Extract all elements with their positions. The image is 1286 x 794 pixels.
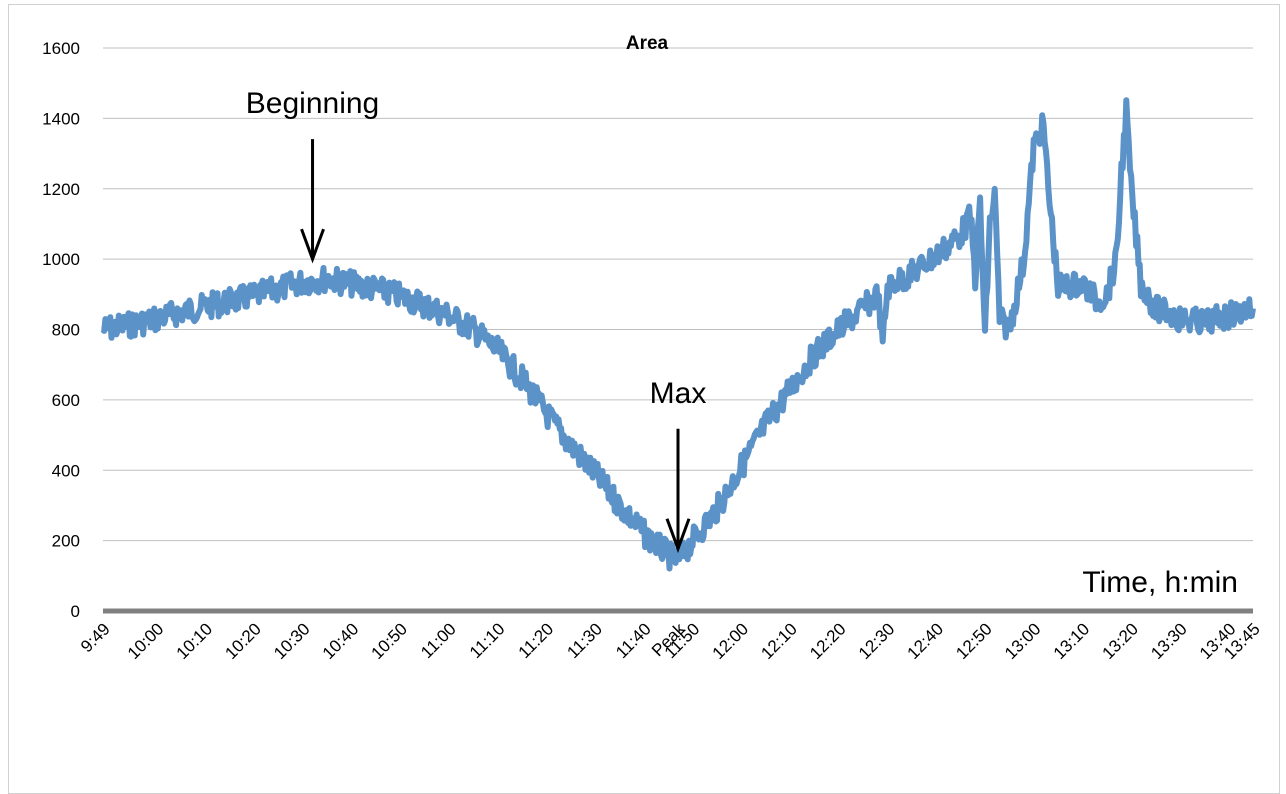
y-tick-label: 800 [52, 321, 80, 340]
annotations: Beginning Max [246, 87, 707, 554]
x-tick-label: 12:00 [709, 619, 753, 663]
x-tick-label: 10:40 [319, 619, 363, 663]
series-line [100, 97, 1256, 572]
x-tick-label: 11:00 [417, 619, 460, 662]
x-tick-label: 12:10 [757, 619, 801, 663]
y-tick-label: 200 [52, 532, 80, 551]
x-tick-label: 11:10 [466, 619, 509, 662]
x-axis-ticks: 9:49 10:00 10:10 10:20 10:30 10:40 10:50 11:00 1… [77, 619, 1264, 663]
annotation-arrowhead [665, 518, 691, 554]
x-tick-label: 10:20 [221, 619, 265, 663]
series-layer [100, 97, 1256, 572]
x-axis-label: Time, h:min [1082, 566, 1238, 599]
grid-lines [103, 47, 1253, 614]
x-tick-label: 9:49 [77, 619, 114, 656]
y-tick-label: 1200 [42, 180, 80, 199]
y-tick-label: 1600 [42, 39, 80, 58]
x-tick-label: 10:30 [270, 619, 314, 663]
x-tick-label: 12:30 [855, 619, 899, 663]
y-axis-ticks: 0 200 400 600 800 1000 1200 1400 1600 [42, 39, 80, 621]
x-tick-label: 13:20 [1098, 619, 1142, 663]
x-tick-label: 11:20 [515, 619, 558, 662]
chart-title: Area [626, 33, 669, 54]
y-tick-label: 400 [52, 461, 80, 480]
x-tick-label: 12:40 [904, 619, 948, 663]
x-tick-label: 12:50 [952, 619, 996, 663]
annotation-label: Beginning [246, 87, 379, 120]
x-tick-label: 10:50 [368, 619, 412, 663]
y-tick-label: 1000 [42, 250, 80, 269]
annotation-arrowhead [300, 228, 325, 264]
x-tick-label: 10:10 [173, 619, 217, 663]
x-tick-label: 13:30 [1147, 619, 1191, 663]
y-tick-label: 600 [52, 391, 80, 410]
x-tick-label: 11:30 [563, 619, 606, 662]
annotation-label: Max [650, 377, 707, 410]
y-tick-label: 0 [71, 602, 80, 621]
y-tick-label: 1400 [42, 109, 80, 128]
x-tick-label: 10:00 [124, 619, 168, 663]
x-tick-label: 11:40 [612, 619, 655, 662]
x-tick-label: 13:10 [1050, 619, 1094, 663]
x-tick-label: 13:00 [1001, 619, 1045, 663]
x-tick-label: 12:20 [806, 619, 850, 663]
